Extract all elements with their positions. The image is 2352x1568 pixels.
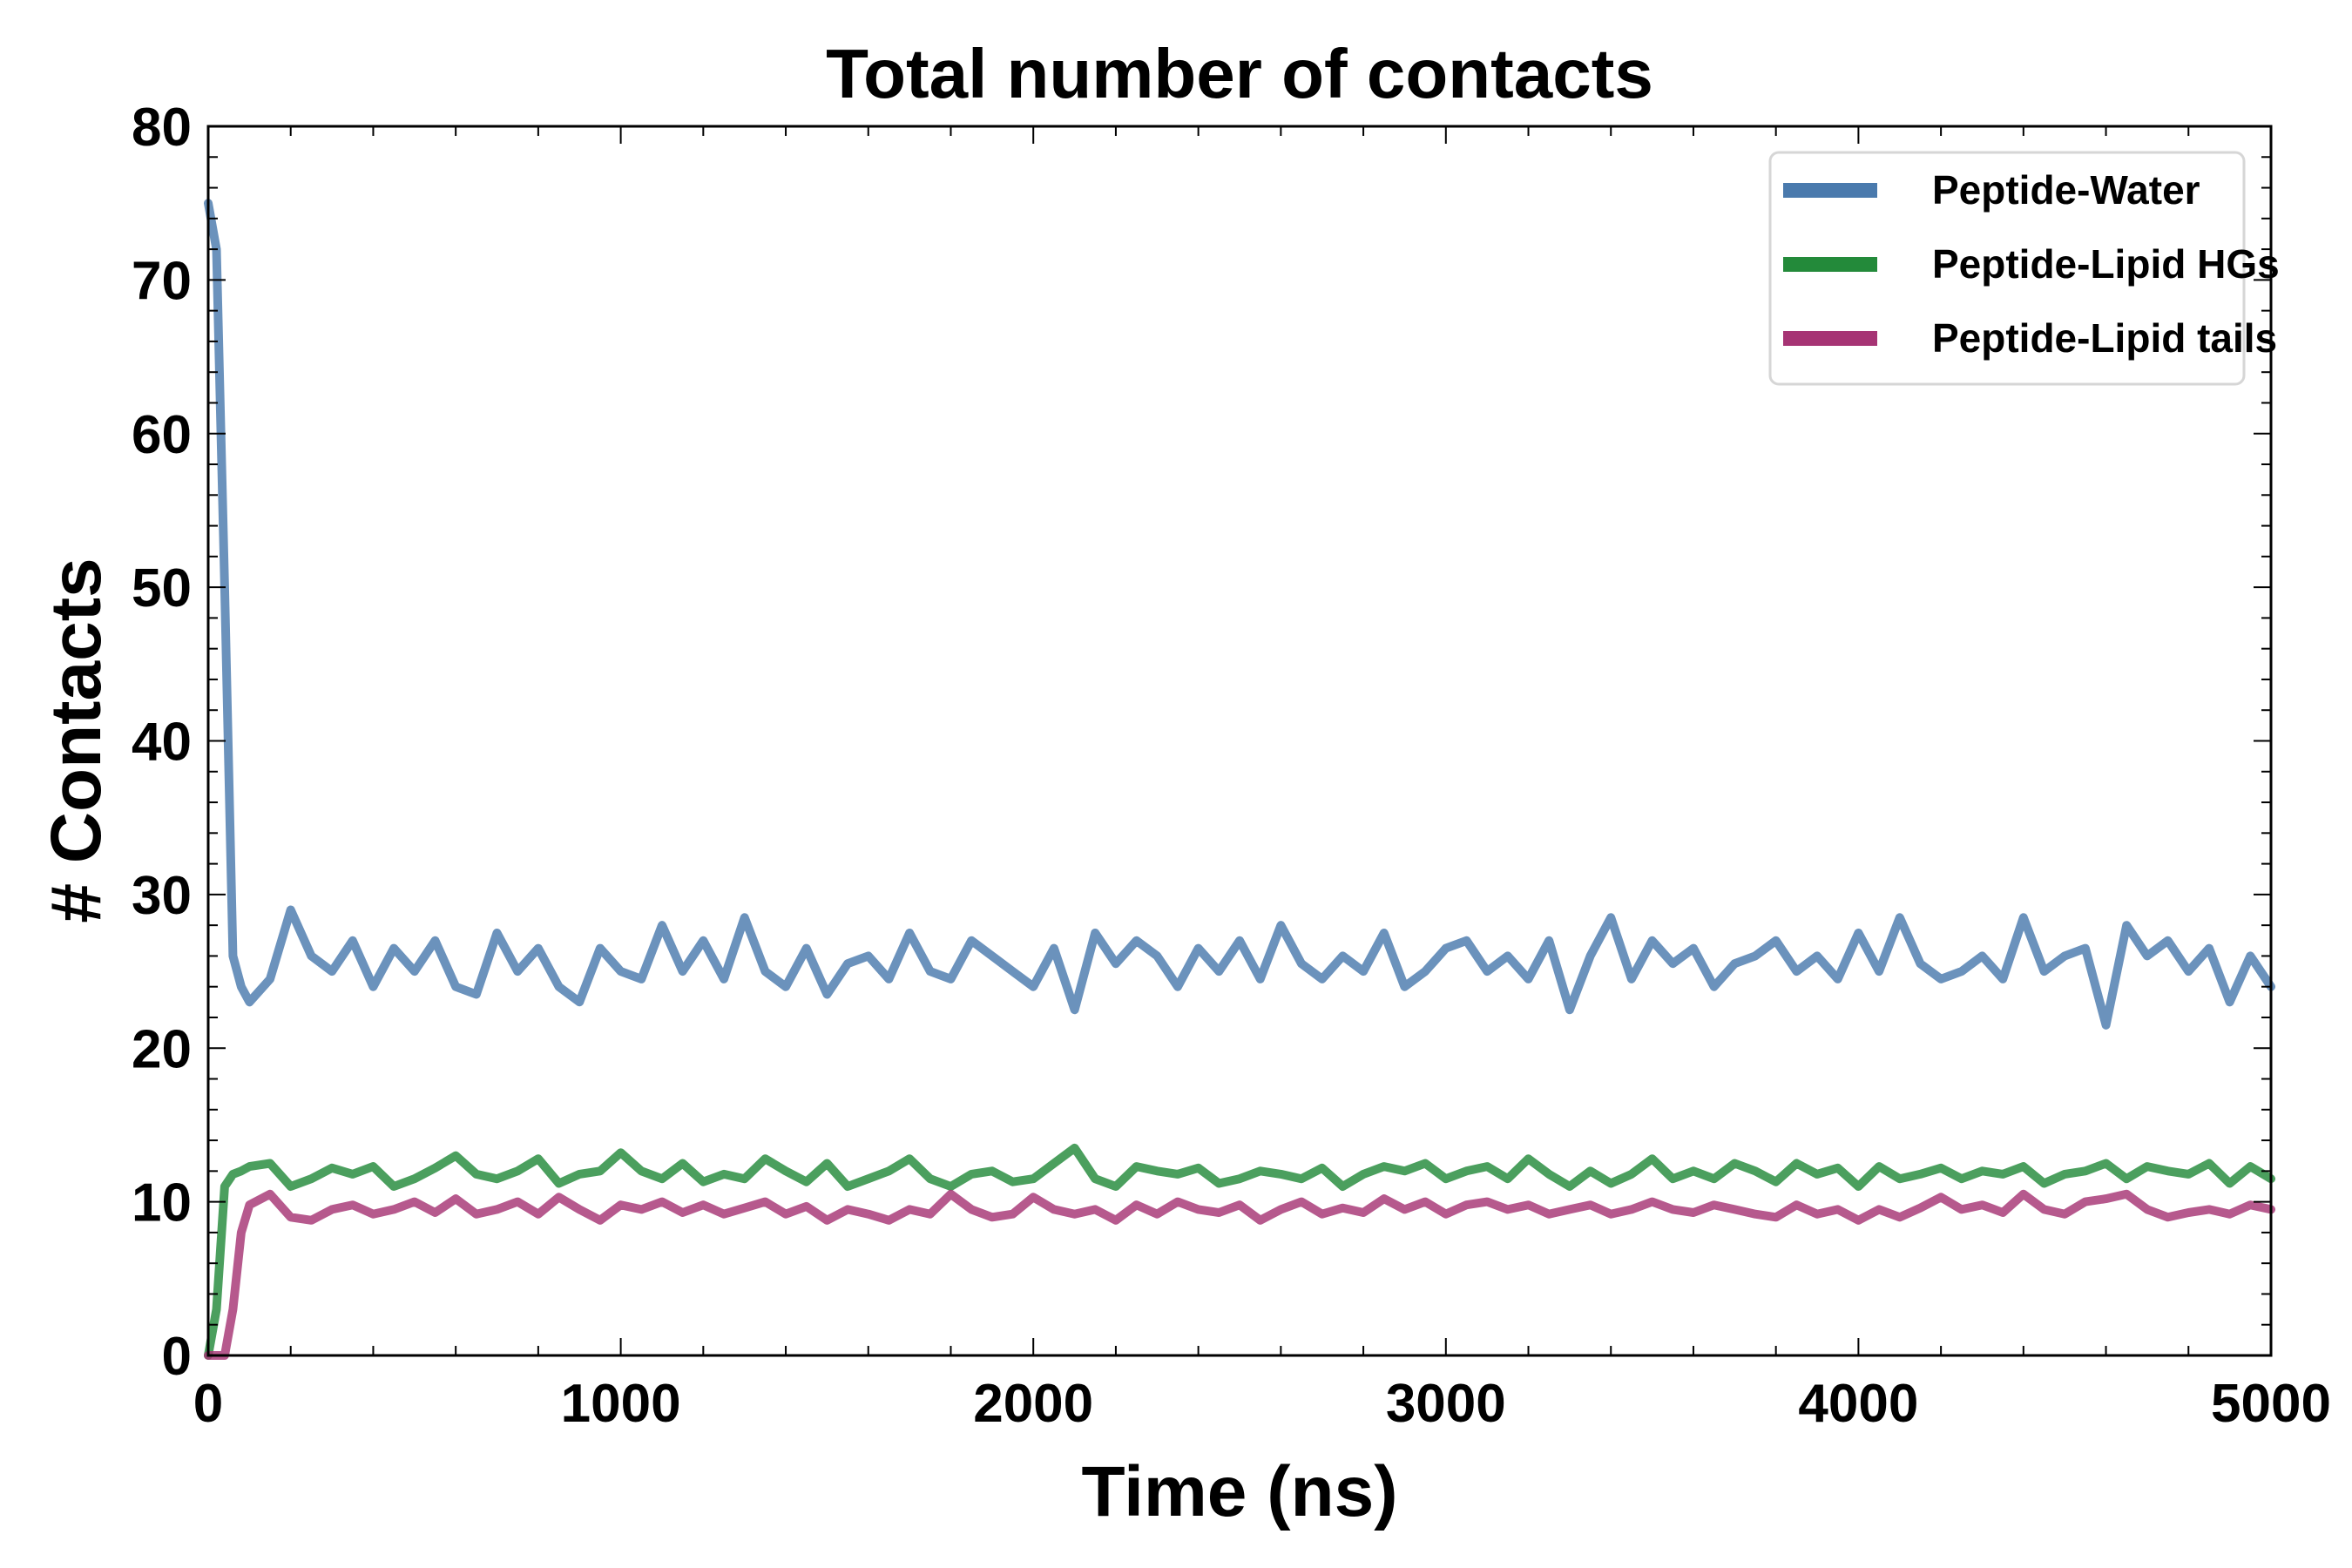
x-axis-label: Time (ns) <box>1082 1452 1398 1531</box>
x-tick-labels: 0 1000 2000 3000 4000 5000 <box>193 1374 2331 1434</box>
series-line-peptide-lipid-tails <box>204 1189 2275 1360</box>
y-tick-label: 70 <box>132 251 192 311</box>
y-tick-label: 60 <box>132 405 192 465</box>
legend: Peptide-Water Peptide-Lipid HGs Peptide-Li… <box>1768 151 2280 386</box>
legend-label: Peptide-Lipid HGs <box>1932 241 2280 287</box>
y-axis-label: # Contacts <box>37 558 116 923</box>
legend-label: Peptide-Water <box>1932 167 2200 213</box>
legend-item: Peptide-Lipid tails <box>1783 315 2277 361</box>
y-tick-label: 30 <box>132 866 192 926</box>
x-tick-label: 4000 <box>1798 1374 1918 1434</box>
y-tick-label: 10 <box>132 1173 192 1233</box>
x-tick-label: 3000 <box>1386 1374 1506 1434</box>
chart-title: Total number of contacts <box>826 35 1653 112</box>
ticks-layer <box>207 125 2272 1356</box>
x-tick-label: 1000 <box>561 1374 681 1434</box>
x-tick-label: 5000 <box>2211 1374 2331 1434</box>
y-tick-label: 80 <box>132 98 192 158</box>
legend-item: Peptide-Lipid HGs <box>1783 241 2280 287</box>
y-tick-label: 20 <box>132 1019 192 1079</box>
y-tick-labels: 0 10 20 30 40 50 60 70 80 <box>132 98 192 1387</box>
series-layer <box>204 199 2275 1360</box>
legend-swatch <box>1783 257 1877 272</box>
x-tick-label: 2000 <box>973 1374 1093 1434</box>
y-tick-label: 50 <box>132 558 192 618</box>
y-tick-label: 40 <box>132 713 192 773</box>
legend-box <box>1768 151 2246 386</box>
y-tick-label: 0 <box>162 1327 192 1387</box>
plot-frame <box>206 125 2273 1357</box>
legend-swatch <box>1783 183 1877 198</box>
legend-label: Peptide-Lipid tails <box>1932 315 2277 361</box>
legend-swatch <box>1783 331 1877 346</box>
series-line-peptide-lipid-hgs <box>204 1143 2275 1360</box>
series-line-peptide-water <box>204 199 2275 1030</box>
legend-item: Peptide-Water <box>1783 167 2200 213</box>
x-tick-label: 0 <box>193 1374 223 1434</box>
